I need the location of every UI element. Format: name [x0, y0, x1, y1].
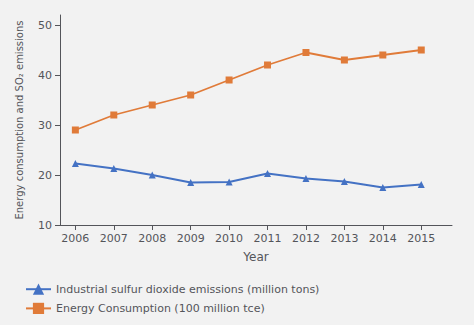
svg-text:2011: 2011 [254, 232, 282, 245]
svg-text:10: 10 [38, 219, 52, 232]
svg-text:2009: 2009 [177, 232, 205, 245]
svg-text:20: 20 [38, 169, 52, 182]
svg-text:Energy Consumption (100 millio: Energy Consumption (100 million tce) [56, 302, 265, 315]
svg-text:50: 50 [38, 19, 52, 32]
svg-text:2010: 2010 [215, 232, 243, 245]
svg-text:2015: 2015 [407, 232, 435, 245]
svg-text:2013: 2013 [330, 232, 358, 245]
svg-text:40: 40 [38, 69, 52, 82]
svg-text:Year: Year [242, 250, 268, 264]
svg-text:30: 30 [38, 119, 52, 132]
svg-text:2007: 2007 [100, 232, 128, 245]
svg-text:2014: 2014 [369, 232, 397, 245]
svg-text:Industrial sulfur dioxide emis: Industrial sulfur dioxide emissions (mil… [56, 283, 319, 296]
svg-text:2006: 2006 [61, 232, 89, 245]
svg-text:Energy consumption and SO₂ emi: Energy consumption and SO₂ emissions [14, 20, 25, 219]
svg-text:2008: 2008 [138, 232, 166, 245]
svg-text:2012: 2012 [292, 232, 320, 245]
